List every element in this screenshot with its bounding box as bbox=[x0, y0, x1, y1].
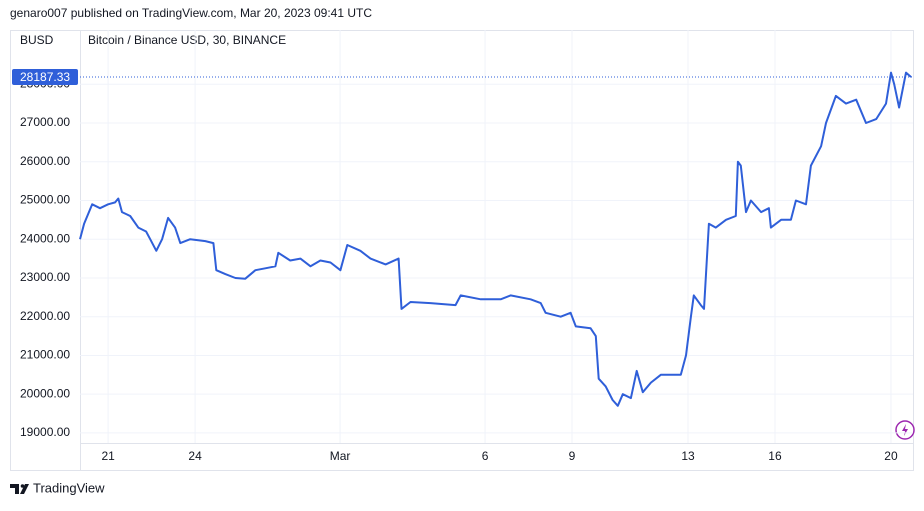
x-tick-label: 21 bbox=[101, 449, 115, 463]
x-tick-label: 16 bbox=[768, 449, 782, 463]
footer-logo bbox=[10, 484, 29, 494]
currency: BUSD bbox=[20, 33, 54, 47]
header: genaro007 published on TradingView.com, … bbox=[10, 6, 372, 20]
y-tick-label: 21000.00 bbox=[20, 348, 70, 362]
last-price-badge bbox=[12, 68, 78, 85]
y-tick-label: 19000.00 bbox=[20, 425, 70, 439]
y-tick-label: 25000.00 bbox=[20, 193, 70, 207]
y-tick-label: 23000.00 bbox=[20, 270, 70, 284]
y-tick-label: 22000.00 bbox=[20, 309, 70, 323]
x-tick-label: 24 bbox=[188, 449, 202, 463]
grid bbox=[80, 30, 913, 443]
y-tick-label: 26000.00 bbox=[20, 154, 70, 168]
alert-icon[interactable] bbox=[895, 420, 915, 440]
x-tick-label: Mar bbox=[330, 449, 351, 463]
x-tick-label: 9 bbox=[569, 449, 576, 463]
x-tick-label: 20 bbox=[884, 449, 898, 463]
footer-text: TradingView bbox=[33, 480, 105, 495]
chart-title: Bitcoin / Binance USD, 30, BINANCE bbox=[88, 33, 286, 47]
last-price-label: 28187.33 bbox=[20, 70, 70, 84]
price-line bbox=[79, 71, 912, 407]
x-tick-label: 6 bbox=[482, 449, 489, 463]
x-tick-label: 13 bbox=[681, 449, 695, 463]
y-tick-label: 20000.00 bbox=[20, 386, 70, 400]
y-tick-label: 24000.00 bbox=[20, 231, 70, 245]
chart-frame bbox=[10, 30, 914, 471]
y-tick-label: 27000.00 bbox=[20, 115, 70, 129]
